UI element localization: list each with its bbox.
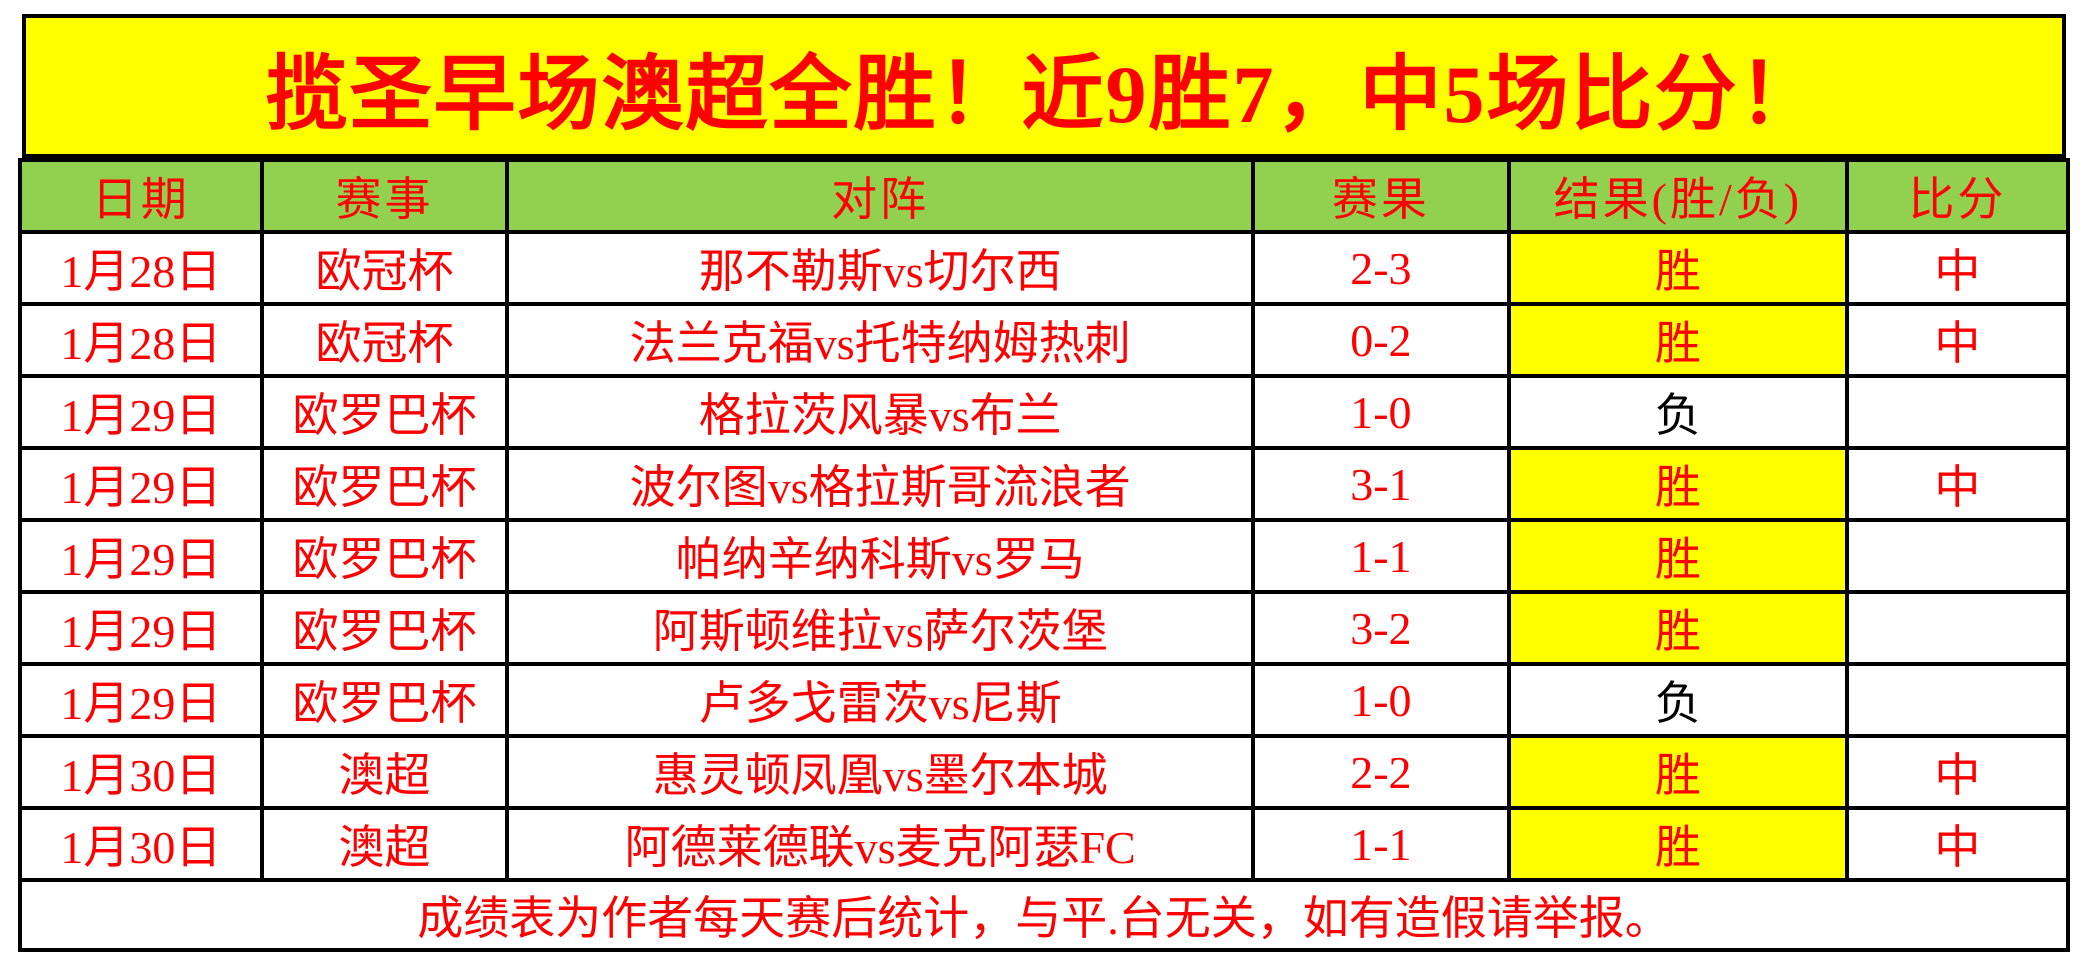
- cell-hit: [1844, 374, 2071, 450]
- header-row: 日期 赛事 对阵 赛果 结果(胜/负) 比分: [18, 158, 2071, 234]
- cell-result: 负: [1506, 374, 1849, 450]
- cell-date: 1月30日: [18, 734, 264, 810]
- cell-result: 负: [1506, 662, 1849, 738]
- cell-league: 欧罗巴杯: [259, 518, 510, 594]
- cell-result: 胜: [1506, 806, 1849, 882]
- cell-hit: [1844, 518, 2071, 594]
- header-result: 结果(胜/负): [1506, 158, 1849, 234]
- cell-hit: 中: [1844, 230, 2071, 306]
- cell-hit: 中: [1844, 446, 2071, 522]
- cell-score: 1-1: [1250, 518, 1511, 594]
- cell-result: 胜: [1506, 590, 1849, 666]
- cell-league: 欧冠杯: [259, 230, 510, 306]
- table-header: 日期 赛事 对阵 赛果 结果(胜/负) 比分: [18, 158, 2071, 234]
- table-row: 1月28日 欧冠杯 法兰克福vs托特纳姆热刺 0-2 胜 中: [18, 302, 2071, 378]
- cell-score: 1-1: [1250, 806, 1511, 882]
- banner-title: 揽圣早场澳超全胜！近9胜7，中5场比分！: [265, 48, 1823, 140]
- cell-score: 2-2: [1250, 734, 1511, 810]
- table-row: 1月28日 欧冠杯 那不勒斯vs切尔西 2-3 胜 中: [18, 230, 2071, 306]
- cell-score: 3-1: [1250, 446, 1511, 522]
- cell-date: 1月30日: [18, 806, 264, 882]
- cell-match: 阿斯顿维拉vs萨尔茨堡: [505, 590, 1255, 666]
- cell-league: 欧罗巴杯: [259, 374, 510, 450]
- cell-league: 澳超: [259, 806, 510, 882]
- table-row: 1月30日 澳超 阿德莱德联vs麦克阿瑟FC 1-1 胜 中: [18, 806, 2071, 882]
- cell-date: 1月28日: [18, 302, 264, 378]
- cell-league: 澳超: [259, 734, 510, 810]
- table-row: 1月29日 欧罗巴杯 格拉茨风暴vs布兰 1-0 负: [18, 374, 2071, 450]
- cell-hit: 中: [1844, 302, 2071, 378]
- cell-result: 胜: [1506, 302, 1849, 378]
- results-table: 日期 赛事 对阵 赛果 结果(胜/负) 比分 1月28日 欧冠杯 那不勒斯vs切…: [18, 158, 2071, 952]
- cell-match: 波尔图vs格拉斯哥流浪者: [505, 446, 1255, 522]
- header-date: 日期: [18, 158, 264, 234]
- cell-result: 胜: [1506, 734, 1849, 810]
- cell-score: 0-2: [1250, 302, 1511, 378]
- cell-match: 帕纳辛纳科斯vs罗马: [505, 518, 1255, 594]
- cell-score: 1-0: [1250, 374, 1511, 450]
- cell-date: 1月29日: [18, 590, 264, 666]
- cell-date: 1月28日: [18, 230, 264, 306]
- cell-league: 欧罗巴杯: [259, 590, 510, 666]
- cell-date: 1月29日: [18, 662, 264, 738]
- cell-date: 1月29日: [18, 446, 264, 522]
- cell-result: 胜: [1506, 446, 1849, 522]
- header-hit: 比分: [1844, 158, 2071, 234]
- cell-hit: [1844, 590, 2071, 666]
- cell-league: 欧罗巴杯: [259, 662, 510, 738]
- cell-league: 欧罗巴杯: [259, 446, 510, 522]
- cell-result: 胜: [1506, 230, 1849, 306]
- footer-note: 成绩表为作者每天赛后统计，与平.台无关，如有造假请举报。: [18, 878, 2070, 952]
- table-body: 1月28日 欧冠杯 那不勒斯vs切尔西 2-3 胜 中 1月28日 欧冠杯 法兰…: [18, 230, 2071, 882]
- cell-match: 卢多戈雷茨vs尼斯: [505, 662, 1255, 738]
- cell-score: 2-3: [1250, 230, 1511, 306]
- table-row: 1月29日 欧罗巴杯 帕纳辛纳科斯vs罗马 1-1 胜: [18, 518, 2071, 594]
- table-row: 1月29日 欧罗巴杯 波尔图vs格拉斯哥流浪者 3-1 胜 中: [18, 446, 2071, 522]
- header-league: 赛事: [259, 158, 510, 234]
- cell-match: 格拉茨风暴vs布兰: [505, 374, 1255, 450]
- cell-score: 1-0: [1250, 662, 1511, 738]
- cell-match: 惠灵顿凤凰vs墨尔本城: [505, 734, 1255, 810]
- title-banner: 揽圣早场澳超全胜！近9胜7，中5场比分！: [22, 14, 2066, 158]
- cell-hit: 中: [1844, 734, 2071, 810]
- header-match: 对阵: [505, 158, 1255, 234]
- cell-score: 3-2: [1250, 590, 1511, 666]
- cell-match: 阿德莱德联vs麦克阿瑟FC: [505, 806, 1255, 882]
- cell-date: 1月29日: [18, 518, 264, 594]
- cell-result: 胜: [1506, 518, 1849, 594]
- cell-date: 1月29日: [18, 374, 264, 450]
- table-footer-section: 成绩表为作者每天赛后统计，与平.台无关，如有造假请举报。: [18, 878, 2070, 952]
- table-row: 1月30日 澳超 惠灵顿凤凰vs墨尔本城 2-2 胜 中: [18, 734, 2071, 810]
- table-row: 1月29日 欧罗巴杯 卢多戈雷茨vs尼斯 1-0 负: [18, 662, 2071, 738]
- table-row: 1月29日 欧罗巴杯 阿斯顿维拉vs萨尔茨堡 3-2 胜: [18, 590, 2071, 666]
- header-score: 赛果: [1250, 158, 1511, 234]
- cell-match: 那不勒斯vs切尔西: [505, 230, 1255, 306]
- cell-match: 法兰克福vs托特纳姆热刺: [505, 302, 1255, 378]
- footer-row: 成绩表为作者每天赛后统计，与平.台无关，如有造假请举报。: [18, 878, 2070, 952]
- cell-hit: 中: [1844, 806, 2071, 882]
- cell-hit: [1844, 662, 2071, 738]
- cell-league: 欧冠杯: [259, 302, 510, 378]
